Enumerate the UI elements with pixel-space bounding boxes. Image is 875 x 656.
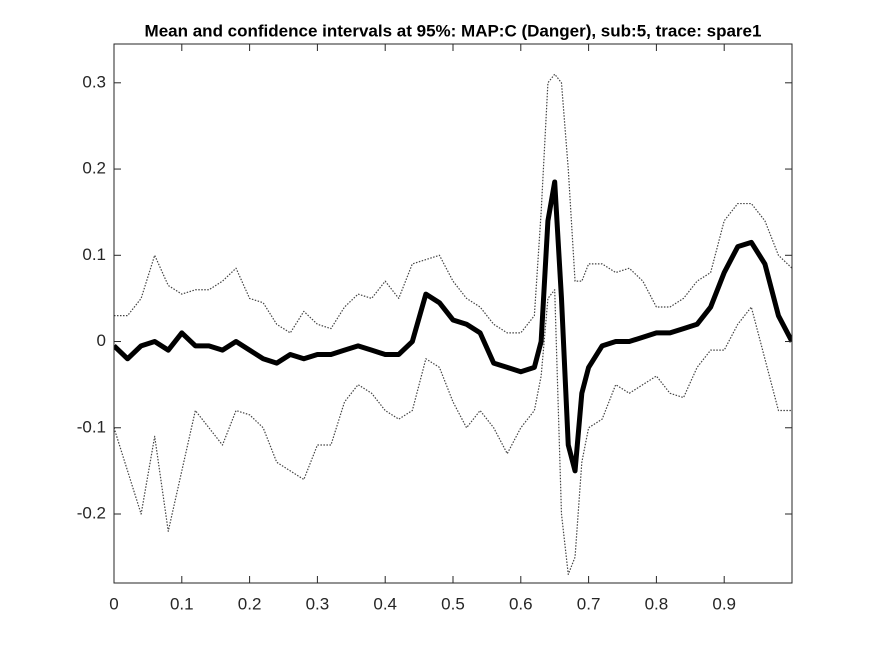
y-tick-label: 0 [97, 331, 106, 350]
axes-box [113, 43, 793, 584]
y-tick-label: -0.2 [77, 503, 106, 522]
x-tick-label: 0.4 [373, 594, 397, 613]
ci-line [114, 73, 792, 334]
y-tick-label: 0.1 [82, 245, 106, 264]
x-tick-label: 0.7 [577, 594, 601, 613]
y-tick-label: -0.1 [77, 417, 106, 436]
x-tick-label: 0 [109, 594, 118, 613]
x-tick-label: 0.8 [645, 594, 669, 613]
x-tick-label: 0.9 [712, 594, 736, 613]
x-tick-label: 0.2 [238, 594, 262, 613]
y-tick-label: 0.3 [82, 72, 106, 91]
y-tick-label: 0.2 [82, 159, 106, 178]
x-tick-label: 0.3 [306, 594, 330, 613]
chart-title: Mean and confidence intervals at 95%: MA… [145, 21, 762, 40]
ci-line [114, 289, 792, 575]
x-tick-label: 0.1 [170, 594, 194, 613]
mean-line [114, 179, 792, 474]
x-tick-label: 0.5 [441, 594, 465, 613]
x-tick-label: 0.6 [509, 594, 533, 613]
